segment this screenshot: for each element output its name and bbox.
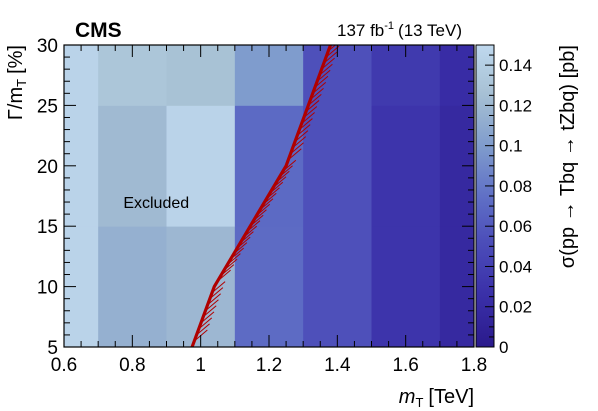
heatmap-cell — [234, 226, 304, 347]
heatmap-cell — [371, 226, 441, 347]
x-tick-label: 1.8 — [461, 355, 487, 376]
x-tick-label: 1.2 — [256, 355, 282, 376]
lumi-label: 137 fb-1 (13 TeV) — [337, 20, 462, 40]
heatmap-cell — [234, 105, 304, 227]
colorbar-tick-label: 0.02 — [499, 298, 532, 317]
y-axis-symbol: Γ/m — [5, 87, 27, 120]
exclusion-curve — [190, 44, 333, 348]
x-axis-unit: [TeV] — [428, 386, 474, 408]
colorbar-tick-label: 0.04 — [499, 257, 532, 276]
x-axis-symbol: m — [399, 386, 416, 408]
colorbar-tick-label: 0.1 — [499, 137, 523, 156]
heatmap-cell — [64, 45, 99, 106]
x-axis-title: mT [TeV] — [399, 386, 474, 410]
lumi-energy: (13 TeV) — [398, 21, 462, 40]
y-tick-label: 30 — [37, 36, 58, 57]
cms-label: CMS — [75, 19, 122, 42]
colorbar-tick-label: 0.12 — [499, 96, 532, 115]
x-axis-ticks: 0.6 0.8 1 1.2 1.4 1.6 1.8 — [51, 45, 487, 376]
heatmap-cell — [166, 105, 236, 227]
x-tick-label: 1.4 — [324, 355, 351, 376]
y-axis-subscript: T — [14, 79, 29, 87]
x-tick-label: 0.6 — [51, 355, 77, 376]
y-tick-label: 10 — [37, 278, 58, 299]
x-tick-label: 1.6 — [392, 355, 418, 376]
heatmap-cell — [166, 226, 236, 347]
heatmap-cells — [64, 45, 474, 347]
excluded-annotation: Excluded — [123, 195, 189, 212]
y-axis-title: Γ/mT [%] — [5, 45, 29, 120]
y-axis-unit: [%] — [5, 45, 27, 74]
colorbar-tick-label: 0 — [499, 338, 508, 357]
colorbar-tick-label: 0.08 — [499, 177, 532, 196]
y-tick-label: 25 — [37, 96, 58, 117]
heatmap-cell — [303, 105, 372, 227]
y-axis-ticks: 5 10 15 20 25 30 — [37, 36, 474, 359]
heatmap-cell — [303, 226, 372, 347]
heatmap-cell — [98, 105, 167, 227]
colorbar-tick-label: 0.14 — [499, 56, 532, 75]
heatmap-cell — [98, 226, 167, 347]
y-tick-label: 20 — [37, 157, 58, 178]
y-tick-label: 15 — [37, 217, 58, 238]
lumi-amount: 137 fb — [337, 21, 384, 40]
heatmap-cell — [439, 45, 474, 106]
heatmap-cell — [371, 105, 441, 227]
colorbar-ticks: 0 0.02 0.04 0.06 0.08 0.1 0.12 0.14 — [485, 44, 532, 357]
y-tick-label: 5 — [47, 338, 58, 359]
colorbar-title: σ(pp → Tbq → tZbq) [pb] — [557, 45, 579, 268]
x-axis-subscript: T — [415, 395, 423, 410]
colorbar-tick-label: 0.06 — [499, 217, 532, 236]
lumi-exponent: -1 — [384, 20, 394, 32]
x-tick-label: 1 — [195, 355, 206, 376]
x-tick-label: 0.8 — [119, 355, 145, 376]
